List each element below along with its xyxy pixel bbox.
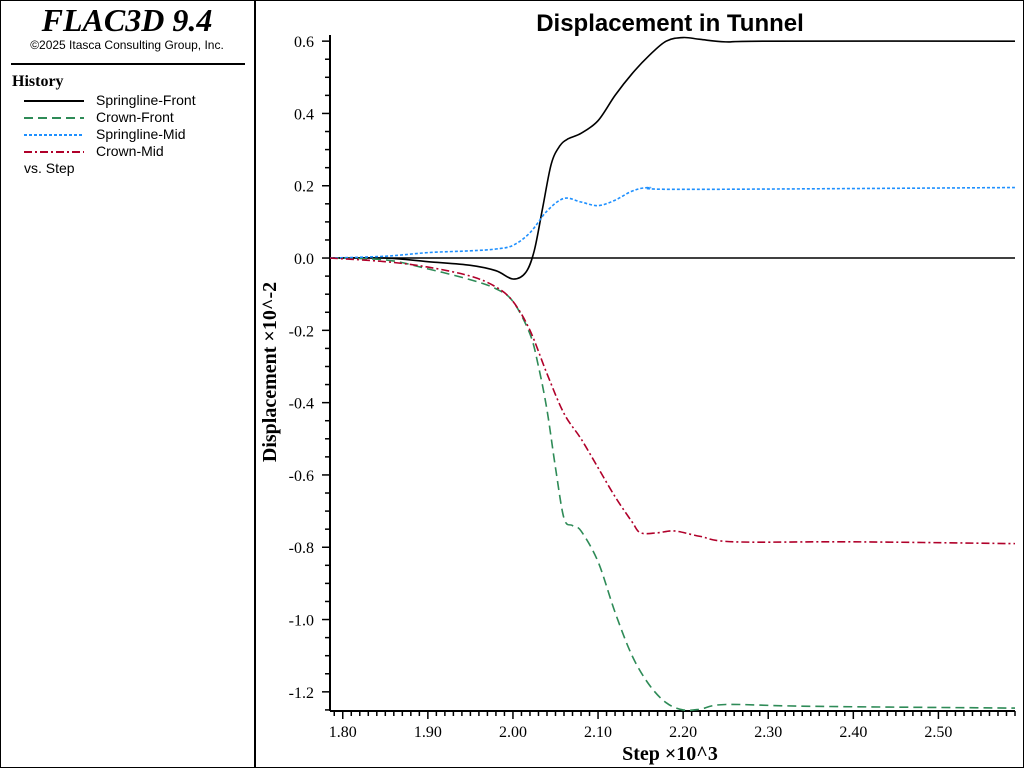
x-tick-label: 2.50 bbox=[924, 724, 952, 741]
x-tick-label: 2.10 bbox=[584, 724, 612, 741]
legend-swatch bbox=[24, 100, 84, 102]
y-tick-label: -1.2 bbox=[289, 685, 314, 702]
legend-label: Crown-Front bbox=[96, 109, 174, 125]
y-tick-label: -0.2 bbox=[289, 323, 314, 340]
series-line-springline-front bbox=[329, 36, 1016, 280]
y-tick-label: 0.6 bbox=[294, 34, 314, 51]
divider bbox=[11, 63, 245, 65]
legend-swatch bbox=[24, 117, 84, 119]
legend-label: Springline-Front bbox=[96, 92, 196, 108]
x-tick-label: 2.40 bbox=[839, 724, 867, 741]
x-tick-label: 2.30 bbox=[754, 724, 782, 741]
legend-swatch bbox=[24, 134, 84, 136]
series-line-springline-mid bbox=[329, 186, 1016, 259]
y-tick-label: -0.6 bbox=[289, 468, 314, 485]
chart-title: Displacement in Tunnel bbox=[536, 10, 804, 37]
legend-label: Crown-Mid bbox=[96, 143, 164, 159]
y-tick-label: 0.0 bbox=[294, 251, 314, 268]
series-group bbox=[329, 36, 1016, 712]
copyright: ©2025 Itasca Consulting Group, Inc. bbox=[30, 38, 224, 52]
y-tick-label: 0.2 bbox=[294, 179, 314, 196]
y-tick-label: 0.4 bbox=[294, 106, 314, 123]
y-axis-label: Displacement ×10^-2 bbox=[259, 282, 281, 462]
y-tick-label: -0.8 bbox=[289, 540, 314, 557]
legend-panel: FLAC3D 9.4 ©2025 Itasca Consulting Group… bbox=[0, 0, 256, 768]
x-tick-label: 2.00 bbox=[499, 724, 527, 741]
legend-heading: History bbox=[12, 73, 64, 90]
x-axis-label: Step ×10^3 bbox=[622, 743, 718, 765]
y-tick-label: -0.4 bbox=[289, 396, 314, 413]
y-tick-label: -1.0 bbox=[289, 613, 314, 630]
series-line-crown-mid bbox=[329, 257, 1016, 545]
app-title: FLAC3D 9.4 bbox=[41, 2, 213, 38]
x-tick-label: 2.20 bbox=[669, 724, 697, 741]
x-tick-label: 1.90 bbox=[414, 724, 442, 741]
legend-vs-label: vs. Step bbox=[24, 160, 75, 176]
x-tick-label: 1.80 bbox=[329, 724, 357, 741]
axes: 1.80 1.90 2.00 2.10 2.20 2.30 2.40 2.50 0.6 0.4 0.… bbox=[289, 34, 1016, 741]
series-line-crown-front bbox=[329, 257, 1016, 712]
legend-label: Springline-Mid bbox=[96, 126, 186, 142]
legend-swatch bbox=[24, 151, 84, 153]
